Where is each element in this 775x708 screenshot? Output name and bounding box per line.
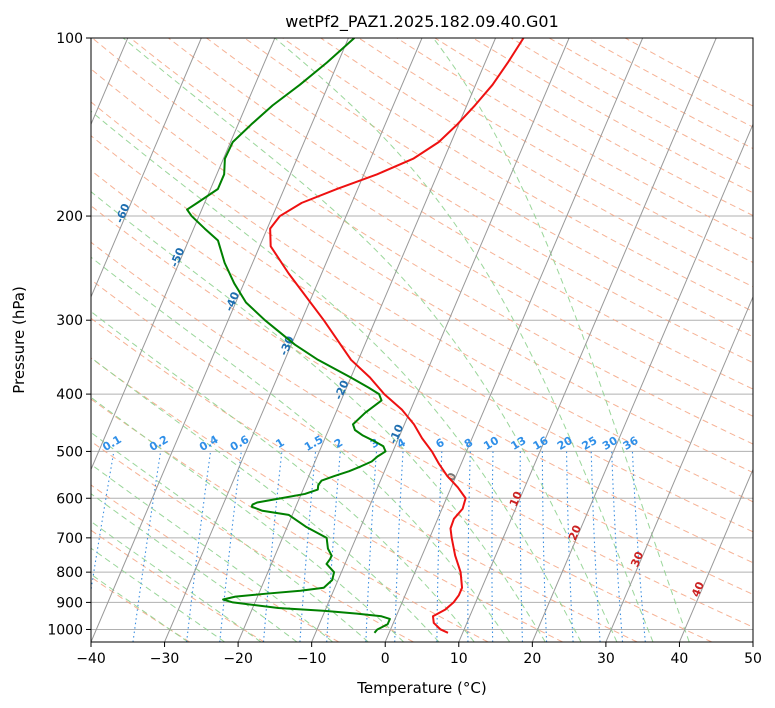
y-tick-label: 800 <box>56 565 83 581</box>
dry-adiabat <box>91 529 265 642</box>
mixing-ratio-line <box>91 451 115 594</box>
x-tick-label: 10 <box>450 651 468 667</box>
mixing-ratio-line <box>326 451 341 642</box>
isotherms <box>91 38 753 642</box>
moist-adiabat <box>91 573 189 642</box>
dry-adiabat <box>91 484 340 642</box>
y-tick-label: 100 <box>56 31 83 47</box>
isotherm <box>458 38 717 642</box>
y-tick-label: 200 <box>56 209 83 225</box>
moist-adiabat <box>274 38 654 642</box>
x-tick-label: 50 <box>744 651 762 667</box>
moist-adiabat <box>91 520 262 642</box>
isotherm <box>91 38 202 299</box>
mixing-ratio-line <box>631 451 646 642</box>
x-tick-label: 20 <box>523 651 541 667</box>
mixing-ratio-line <box>299 451 317 642</box>
isotherm <box>237 38 497 642</box>
isotherm-label-warm: 40 <box>689 579 707 598</box>
dry-adiabat <box>130 38 753 417</box>
plot-area: -100-90-80-70-60-50-40-30-20-10010203040… <box>91 38 753 642</box>
moist-adiabats <box>91 38 690 642</box>
dry-adiabat <box>91 38 753 445</box>
y-tick-label: 1000 <box>47 622 83 638</box>
isotherm <box>531 123 753 642</box>
moist-adiabat <box>91 431 369 642</box>
dry-adiabat <box>91 317 638 642</box>
mixing-ratio-line <box>519 451 524 642</box>
mixing-ratio-line <box>219 451 242 642</box>
dry-adiabat <box>168 38 753 390</box>
mixing-ratio-line <box>467 451 471 642</box>
dry-adiabat <box>91 169 753 564</box>
y-tick-label: 900 <box>56 595 83 611</box>
x-axis-title: Temperature (°C) <box>356 679 486 697</box>
mixing-ratio-line <box>436 451 443 642</box>
y-tick-label: 600 <box>56 491 83 507</box>
chart-title: wetPf2_PAZ1.2025.182.09.40.G01 <box>285 12 559 32</box>
isotherm-label-warm: 10 <box>507 489 525 508</box>
isotherm-label-warm: 20 <box>566 523 584 542</box>
y-tick-label: 400 <box>56 387 83 403</box>
moist-adiabat <box>91 493 298 642</box>
x-tick-label: 30 <box>597 651 615 667</box>
mixing-ratio-line <box>611 451 624 642</box>
isotherm <box>311 38 570 642</box>
x-tick-label: −10 <box>297 651 327 667</box>
dry-adiabat <box>91 205 753 595</box>
dry-adiabat <box>91 101 753 503</box>
x-tick-label: −30 <box>150 651 180 667</box>
isotherm <box>384 38 644 642</box>
dewpoint-profile <box>186 38 391 634</box>
mixing-ratio-line <box>186 451 212 642</box>
dry-adiabat <box>282 38 753 313</box>
dry-adiabat <box>91 241 753 628</box>
dry-adiabat <box>91 279 713 642</box>
mixing-ratio-lines <box>91 451 646 642</box>
isotherm-label-warm: 30 <box>628 549 646 568</box>
y-tick-label: 700 <box>56 531 83 547</box>
plot-frame <box>90 37 754 643</box>
dry-adiabat <box>91 357 563 642</box>
x-tick-label: −40 <box>76 651 106 667</box>
dry-adiabat <box>244 38 753 338</box>
x-tick-label: −20 <box>223 651 253 667</box>
dry-adiabat <box>91 135 753 533</box>
x-tick-label: 40 <box>671 651 689 667</box>
y-tick-label: 300 <box>56 313 83 329</box>
dry-adiabats <box>91 38 753 642</box>
isotherm <box>678 468 753 642</box>
moist-adiabat <box>122 38 618 642</box>
isotherm <box>91 38 276 471</box>
y-axis-title: Pressure (hPa) <box>10 286 28 394</box>
mixing-ratio-line <box>491 451 494 642</box>
moist-adiabat <box>91 463 334 642</box>
moist-adiabat <box>432 38 690 642</box>
isotherm <box>164 38 423 642</box>
x-axis-ticks: −40 −30 −20 −10 0 10 20 30 40 50 <box>76 642 762 667</box>
temperature-profile <box>269 38 525 634</box>
moist-adiabat <box>91 256 511 642</box>
isotherm <box>91 38 349 642</box>
mixing-ratio-line <box>541 451 548 642</box>
moist-adiabat <box>91 310 475 642</box>
moist-adiabat <box>91 356 440 642</box>
isotherm <box>605 295 753 642</box>
moist-adiabat <box>91 547 225 642</box>
y-tick-label: 500 <box>56 444 83 460</box>
mixing-ratio-line <box>262 451 283 642</box>
y-axis-ticks: 1000 900 800 700 600 500 400 300 200 100 <box>47 31 91 638</box>
mixing-ratio-line <box>365 451 378 642</box>
mixing-ratio-line <box>566 451 574 642</box>
mixing-ratio-line <box>590 451 601 642</box>
x-tick-label: 0 <box>381 651 390 667</box>
moist-adiabat <box>91 396 404 642</box>
profile-lines <box>186 38 525 634</box>
